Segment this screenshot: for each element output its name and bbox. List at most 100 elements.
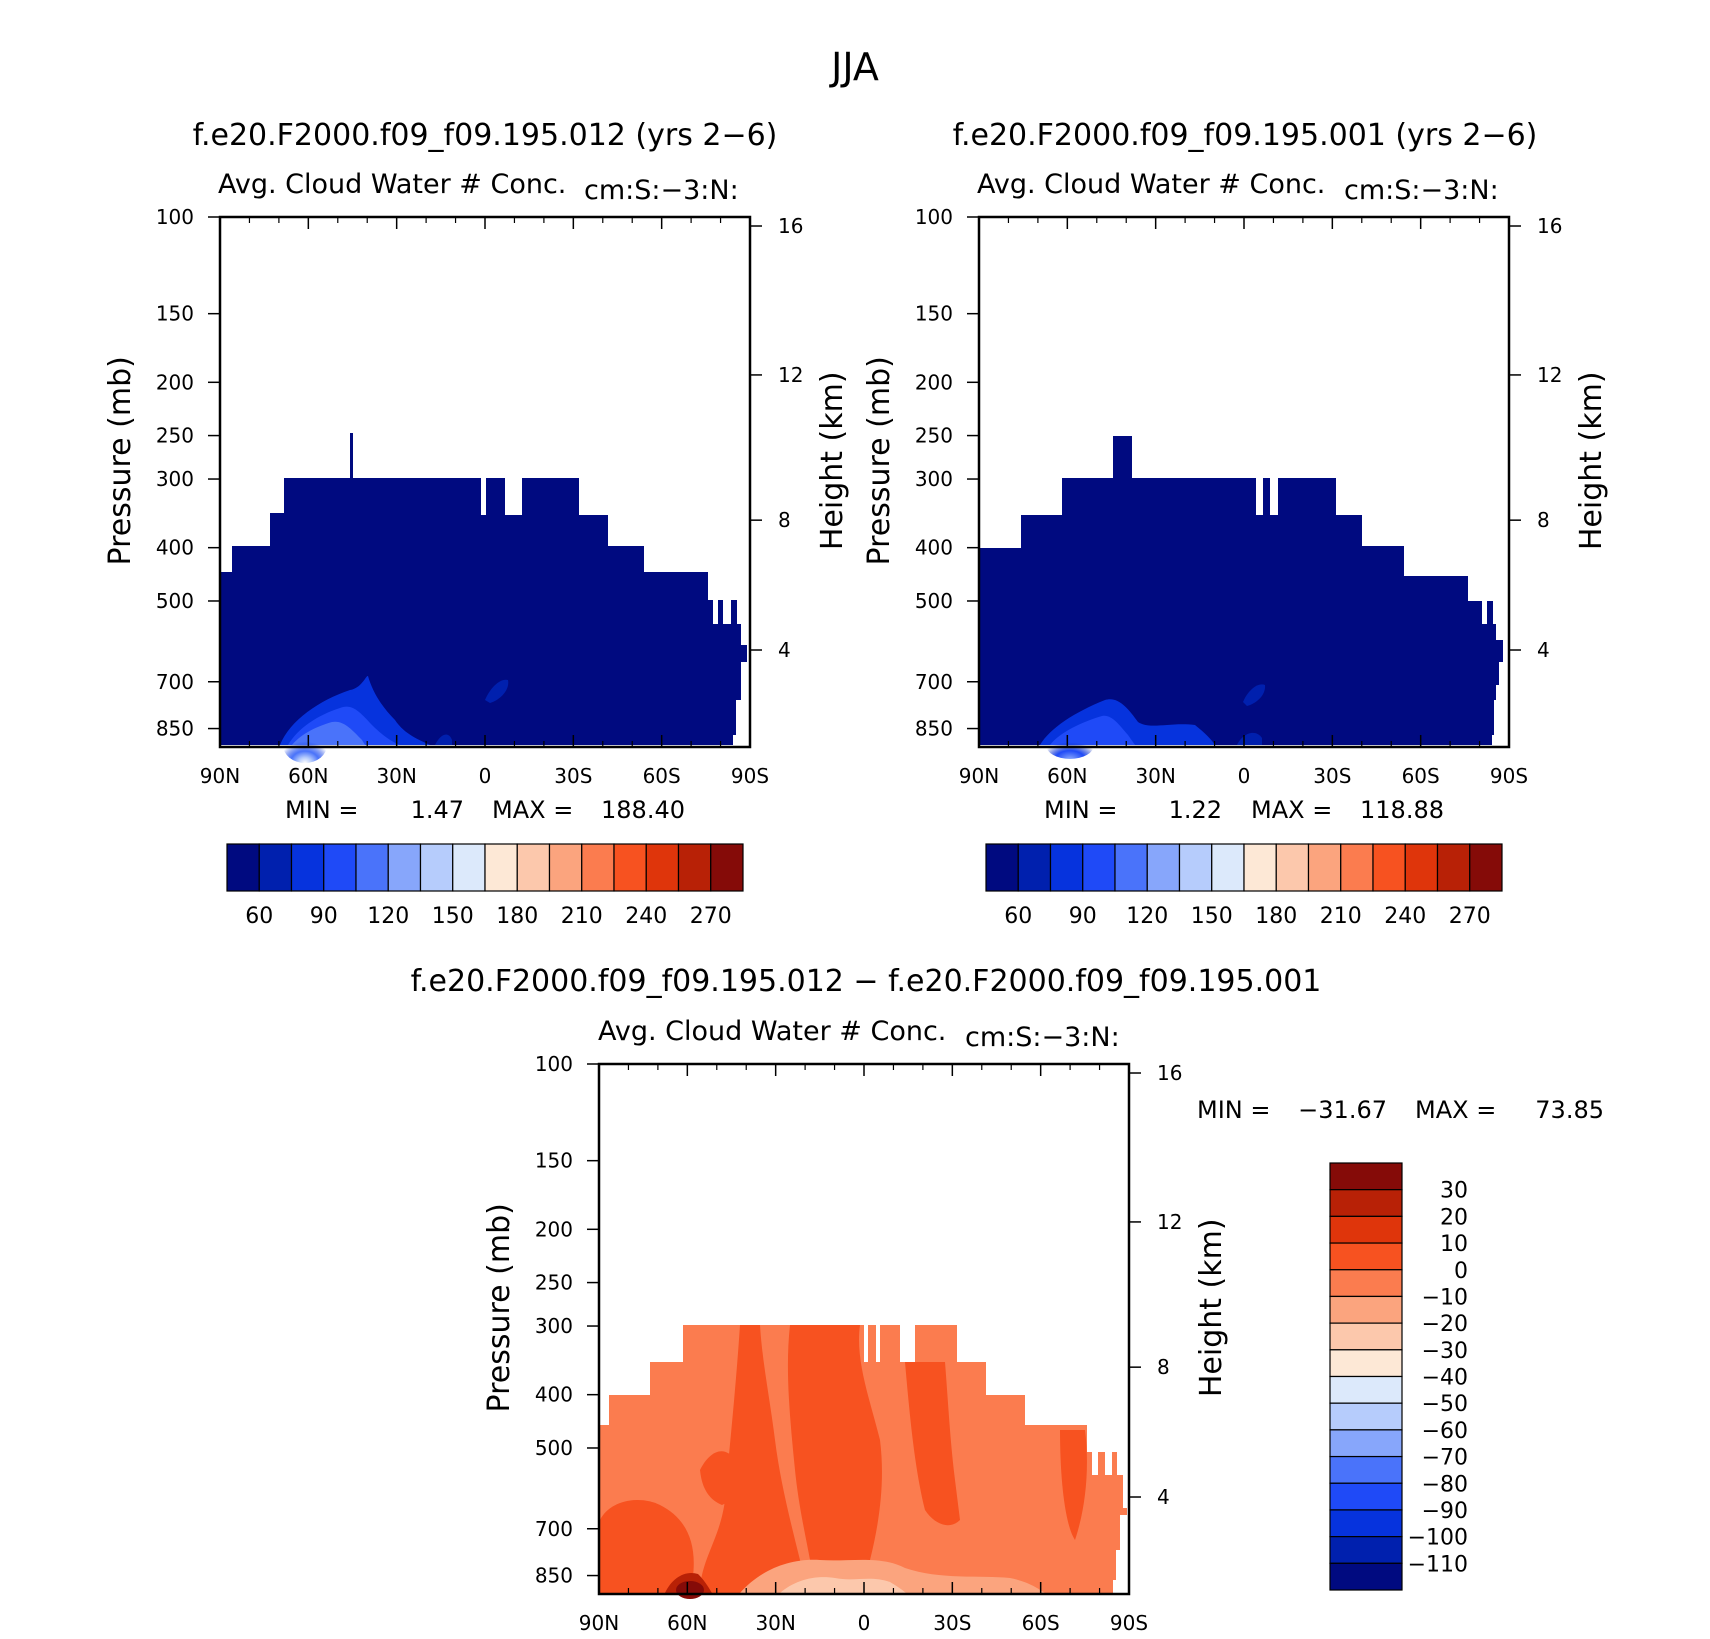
panel-3-colorbar-swatch <box>1329 1269 1403 1298</box>
panel-2-colorbar-label: 90 <box>1069 904 1097 929</box>
panel-2-colorbar-label: 150 <box>1191 904 1233 929</box>
panel-1-colorbar-swatch <box>258 843 293 892</box>
panel-1-colorbar-swatch <box>452 843 486 892</box>
panel-2-max-value: 118.88 <box>1360 796 1444 824</box>
panel-1-ytick-label: 400 <box>156 536 194 560</box>
panel-1-xtick-label: 30N <box>376 764 416 788</box>
panel-1-y2label: Height (km) <box>815 371 850 550</box>
panel-3-xtick-label: 60N <box>667 1611 707 1635</box>
panel-2-y2tick-label: 4 <box>1537 638 1550 662</box>
panel-1-axes: 90N 60N 30N 0 30S 60S 90S 100 150 200 250 300 400 500… <box>103 205 850 788</box>
panel-3-y2tick-label: 4 <box>1157 1485 1170 1509</box>
panel-3-colorbar-label: 30 <box>1440 1179 1468 1204</box>
panel-2-xtick-label: 0 <box>1238 764 1251 788</box>
panel-3-title: f.e20.F2000.f09_f09.195.012 − f.e20.F200… <box>411 964 1322 999</box>
panel-3-colorbar-label: −110 <box>1408 1552 1468 1577</box>
panel-2-hotspot <box>1046 731 1094 759</box>
panel-3-xtick-label: 90N <box>579 1611 619 1635</box>
panel-2-ytick-label: 250 <box>915 424 953 448</box>
panel-1-colorbar-swatch <box>613 843 647 892</box>
panel-1-colorbar-swatch <box>387 843 422 892</box>
panel-1-ylabel: Pressure (mb) <box>103 356 138 565</box>
panel-3-colorbar-swatch <box>1329 1189 1403 1217</box>
panel-3-colorbar-swatch <box>1329 1242 1403 1271</box>
panel-3-contour-lighter <box>780 1577 906 1593</box>
panel-3-colorbar: 3020100−10−20−30−40−50−60−70−80−90−100−1… <box>1329 1162 1468 1591</box>
panel-2-colorbar-swatch <box>1243 843 1277 892</box>
panel-1-y2tick-label: 8 <box>778 508 791 532</box>
panel-1-colorbar-label: 240 <box>625 904 667 929</box>
panel-1-colorbar-label: 180 <box>496 904 538 929</box>
panel-1-max-value: 188.40 <box>601 796 685 824</box>
panel-2-colorbar-swatch <box>1307 843 1342 892</box>
panel-1-ytick-label: 850 <box>156 717 194 741</box>
panel-2-ytick-label: 100 <box>915 205 953 229</box>
panel-1-xtick-label: 30S <box>554 764 592 788</box>
panel-2-colorbar-swatch <box>1082 843 1116 892</box>
panel-2-colorbar-swatch <box>985 843 1019 892</box>
panel-2-xtick-label: 90N <box>959 764 999 788</box>
panel-1-cloud-region <box>220 433 747 745</box>
panel-1-subtitle: Avg. Cloud Water # Conc. <box>218 169 566 200</box>
panel-3-xtick-label: 90S <box>1110 1611 1148 1635</box>
panel-1-title: f.e20.F2000.f09_f09.195.012 (yrs 2−6) <box>193 118 778 153</box>
panel-3-ytick-label: 700 <box>535 1517 573 1541</box>
panel-1-colorbar-swatch <box>581 843 615 892</box>
panel-1-field <box>220 433 747 763</box>
panel-2-y2label: Height (km) <box>1574 371 1609 550</box>
panel-3-colorbar-label: −100 <box>1408 1526 1468 1551</box>
panel-3-y2tick-label: 16 <box>1157 1061 1182 1085</box>
panel-1-colorbar-swatch <box>290 843 325 892</box>
panel-1-colorbar-label: 90 <box>310 904 338 929</box>
panel-3-colorbar-label: −20 <box>1422 1312 1468 1337</box>
panel-2-xtick-label: 30N <box>1135 764 1175 788</box>
panel-1-contour-equator-2 <box>435 734 452 745</box>
panel-1-ytick-label: 700 <box>156 670 194 694</box>
panel-2-ytick-label: 850 <box>915 717 953 741</box>
panel-3-colorbar-swatch <box>1329 1162 1403 1191</box>
panel-2-colorbar-swatch <box>1469 843 1503 892</box>
panel-1-colorbar-swatch <box>710 843 744 892</box>
panel-1-colorbar-swatch <box>323 843 357 892</box>
panel-3-colorbar-swatch <box>1329 1429 1403 1458</box>
panel-1-xtick-label: 60S <box>643 764 681 788</box>
panel-3-colorbar-label: −10 <box>1422 1285 1468 1310</box>
panel-2-field <box>979 436 1503 759</box>
panel-1-xtick-label: 60N <box>288 764 328 788</box>
panel-3-max-value: 73.85 <box>1535 1096 1604 1124</box>
panel-2-xtick-label: 60N <box>1047 764 1087 788</box>
panel-2-ytick-label: 400 <box>915 536 953 560</box>
panel-1-colorbar-swatch <box>677 843 712 892</box>
panel-3-ytick-label: 250 <box>535 1271 573 1295</box>
panel-3-axes: 90N 60N 30N 0 30S 60S 90S 100 150 200 250 300 400 500… <box>482 1052 1229 1635</box>
panel-2-xtick-label: 30S <box>1313 764 1351 788</box>
panel-3-max-label: MAX = <box>1415 1096 1496 1124</box>
figure-title: JJA <box>829 45 879 89</box>
panel-1-colorbar: 60 90 120 150 180 210 240 270 <box>226 843 744 929</box>
panel-2-y2tick-label: 16 <box>1537 214 1562 238</box>
panel-3-ytick-label: 850 <box>535 1564 573 1588</box>
panel-3-colorbar-swatch <box>1329 1349 1403 1378</box>
panel-3-ytick-label: 300 <box>535 1314 573 1338</box>
panel-1-colorbar-swatch <box>645 843 680 892</box>
panel-3-ytick-label: 400 <box>535 1383 573 1407</box>
panel-2-colorbar-label: 120 <box>1126 904 1168 929</box>
panel-1-colorbar-swatch <box>484 843 518 892</box>
panel-1-colorbar-swatch <box>419 843 454 892</box>
panel-3-ytick-label: 500 <box>535 1436 573 1460</box>
panel-2-colorbar-swatch <box>1017 843 1052 892</box>
panel-3-colorbar-swatch <box>1329 1295 1403 1324</box>
panel-3-contour-band-1 <box>700 1325 805 1593</box>
panel-2-max-label: MAX = <box>1251 796 1332 824</box>
panel-3-min-value: −31.67 <box>1298 1096 1387 1124</box>
panel-2-colorbar-swatch <box>1340 843 1374 892</box>
panel-1-ytick-label: 500 <box>156 589 194 613</box>
panel-1-colorbar-swatch <box>516 843 551 892</box>
panel-3-y2tick-label: 12 <box>1157 1210 1182 1234</box>
panel-2-colorbar-swatch <box>1146 843 1181 892</box>
panel-2-xtick-label: 90S <box>1490 764 1528 788</box>
panel-1-xtick-label: 0 <box>479 764 492 788</box>
panel-3-colorbar-label: −40 <box>1422 1366 1468 1391</box>
panel-1: f.e20.F2000.f09_f09.195.012 (yrs 2−6) Av… <box>103 118 850 929</box>
panel-2-colorbar: 60 90 120 150 180 210 240 270 <box>985 843 1503 929</box>
